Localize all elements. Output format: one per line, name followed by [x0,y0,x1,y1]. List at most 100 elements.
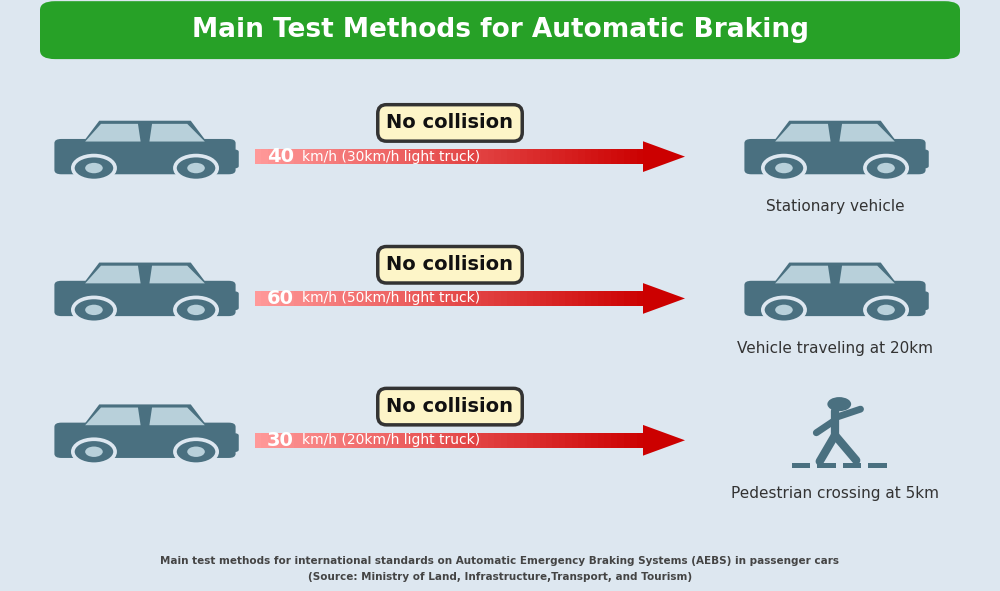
Text: Main Test Methods for Automatic Braking: Main Test Methods for Automatic Braking [192,17,808,43]
Bar [501,149,508,164]
Text: Vehicle traveling at 20km: Vehicle traveling at 20km [737,341,933,356]
Circle shape [877,163,895,173]
Bar [294,291,301,306]
Bar [488,291,495,306]
Bar [365,291,372,306]
Bar [578,149,585,164]
Bar [358,291,365,306]
Text: km/h (20km/h light truck): km/h (20km/h light truck) [302,433,480,447]
FancyBboxPatch shape [40,1,960,59]
Polygon shape [643,141,685,172]
Bar [533,433,540,448]
Bar [307,433,314,448]
Circle shape [73,155,115,180]
Bar [430,149,437,164]
Bar [397,291,404,306]
Bar [527,149,534,164]
Bar [320,291,327,306]
Bar [391,149,398,164]
Bar [520,291,527,306]
Bar [274,291,281,306]
Circle shape [85,447,103,457]
Bar [617,149,624,164]
Bar [591,149,598,164]
FancyBboxPatch shape [220,291,239,310]
Bar [436,149,443,164]
Bar [430,291,437,306]
Bar [533,149,540,164]
Bar [287,433,294,448]
Bar [468,291,475,306]
Bar [585,291,592,306]
Bar [436,433,443,448]
Bar [481,149,488,164]
Bar [423,149,430,164]
Bar [339,149,346,164]
Bar [449,433,456,448]
Bar [630,149,637,164]
Bar [843,463,861,468]
Bar [578,433,585,448]
Bar [514,433,521,448]
Bar [417,433,424,448]
FancyBboxPatch shape [54,139,236,174]
Bar [494,433,501,448]
Bar [475,149,482,164]
Circle shape [175,155,217,180]
Bar [300,149,307,164]
Circle shape [85,163,103,173]
Bar [481,291,488,306]
Bar [346,149,352,164]
Bar [313,433,320,448]
Bar [274,433,281,448]
Bar [868,463,887,468]
Bar [287,291,294,306]
Bar [268,149,275,164]
Text: (Source: Ministry of Land, Infrastructure,Transport, and Tourism): (Source: Ministry of Land, Infrastructur… [308,572,692,582]
Polygon shape [82,121,208,144]
Bar [384,149,391,164]
Bar [268,291,275,306]
Polygon shape [772,262,898,286]
Bar [598,291,605,306]
Bar [520,149,527,164]
Bar [423,291,430,306]
Circle shape [175,297,217,322]
Bar [540,433,546,448]
Bar [572,149,579,164]
Polygon shape [643,283,685,314]
Bar [443,291,449,306]
Circle shape [187,305,205,315]
Bar [604,291,611,306]
Bar [540,149,546,164]
Bar [352,149,359,164]
Bar [300,291,307,306]
Bar [313,149,320,164]
Bar [404,291,411,306]
Circle shape [187,447,205,457]
Text: 40: 40 [267,147,294,166]
Bar [817,463,836,468]
Bar [630,433,637,448]
Bar [475,433,482,448]
Circle shape [827,397,851,411]
Bar [320,433,327,448]
Bar [281,149,288,164]
Bar [527,291,534,306]
Text: Stationary vehicle: Stationary vehicle [766,199,904,215]
Bar [346,433,352,448]
Text: Pedestrian crossing at 5km: Pedestrian crossing at 5km [731,486,939,501]
Text: km/h (20km/h light truck): km/h (20km/h light truck) [0,590,1,591]
Circle shape [73,297,115,322]
Bar [624,433,631,448]
Bar [617,291,624,306]
Bar [307,149,314,164]
Bar [443,149,449,164]
Circle shape [187,163,205,173]
Bar [281,291,288,306]
Polygon shape [85,408,141,425]
Text: km/h (30km/h light truck): km/h (30km/h light truck) [0,590,1,591]
Bar [449,291,456,306]
Bar [384,291,391,306]
Polygon shape [839,266,895,283]
